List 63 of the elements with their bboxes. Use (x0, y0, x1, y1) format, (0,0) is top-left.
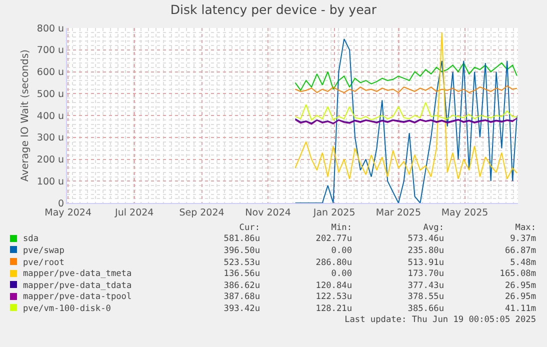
legend-label: sda (22, 234, 40, 246)
line-series (294, 85, 518, 94)
text: 573.46u (406, 234, 444, 246)
x-tick-label: Nov 2024 (245, 207, 291, 218)
text: 66.87m (504, 245, 536, 257)
text: 513.91u (406, 256, 444, 268)
text: 5.48m (509, 256, 536, 268)
text: 122.53u (314, 292, 352, 304)
text: 581.86u (222, 234, 260, 246)
x-tick-label: Jul 2024 (114, 207, 154, 218)
text: 386.62u (222, 280, 260, 292)
text: 26.95m (504, 280, 536, 292)
x-tick-label: Sep 2024 (179, 207, 224, 218)
y-tick-label: 0 (58, 198, 64, 210)
text: 120.84u (314, 280, 352, 292)
legend-label: mapper/pve-data_tmeta (22, 268, 133, 280)
text: 235.80u (406, 245, 444, 257)
legend-label: pve/root (22, 256, 66, 268)
chart-title: Disk latency per device - by year (170, 2, 378, 17)
text: 385.66u (406, 303, 444, 315)
text: 165.08m (498, 268, 536, 280)
text: 0.00 (330, 268, 352, 280)
y-tick-label: 200 u (36, 154, 64, 166)
text: 9.37m (509, 234, 536, 246)
text: 26.95m (504, 292, 536, 304)
y-tick-label: 100 u (36, 176, 64, 188)
y-tick-label: 700 u (36, 45, 64, 56)
text: 396.50u (222, 245, 260, 257)
text: 173.70u (406, 268, 444, 280)
text: 0.00 (330, 245, 352, 257)
legend-label: mapper/pve-data_tdata (22, 280, 133, 292)
text: 128.21u (314, 303, 352, 315)
text: 393.42u (222, 303, 260, 315)
y-tick-label: 800 u (36, 23, 64, 34)
line-series (294, 32, 518, 180)
text: 41.11m (504, 303, 536, 315)
line-series (294, 62, 518, 91)
text: Cur: (238, 222, 260, 234)
text: Last update: Thu Jun 19 00:05:05 2025 (344, 314, 536, 325)
legend-label: pve/vm-100-disk-0 (22, 303, 112, 315)
legend-label: pve/swap (22, 245, 66, 257)
y-tick-label: 600 u (36, 67, 64, 78)
text: 377.43u (406, 280, 444, 292)
line-series (294, 38, 518, 203)
legend-label: mapper/pve-data-tpool (22, 292, 133, 304)
x-tick-label: May 2025 (441, 207, 488, 218)
x-tick-label: May 2024 (44, 207, 92, 218)
text: 378.55u (406, 292, 444, 304)
text: 387.68u (222, 292, 260, 304)
y-axis-title: Average IO Wait (seconds) (20, 49, 31, 182)
text: 202.77u (314, 234, 352, 246)
text: Max: (514, 222, 536, 234)
y-tick-label: 500 u (36, 88, 64, 100)
x-tick-label: Mar 2025 (376, 207, 422, 218)
y-tick-label: 300 u (36, 132, 64, 144)
y-tick-label: 400 u (36, 110, 64, 122)
text: Avg: (422, 222, 444, 234)
text: 286.80u (314, 256, 352, 268)
text: 136.56u (222, 268, 260, 280)
text: 523.53u (222, 256, 260, 268)
text: Min: (330, 222, 352, 234)
line-series (294, 102, 518, 120)
x-tick-label: Jan 2025 (312, 207, 356, 218)
